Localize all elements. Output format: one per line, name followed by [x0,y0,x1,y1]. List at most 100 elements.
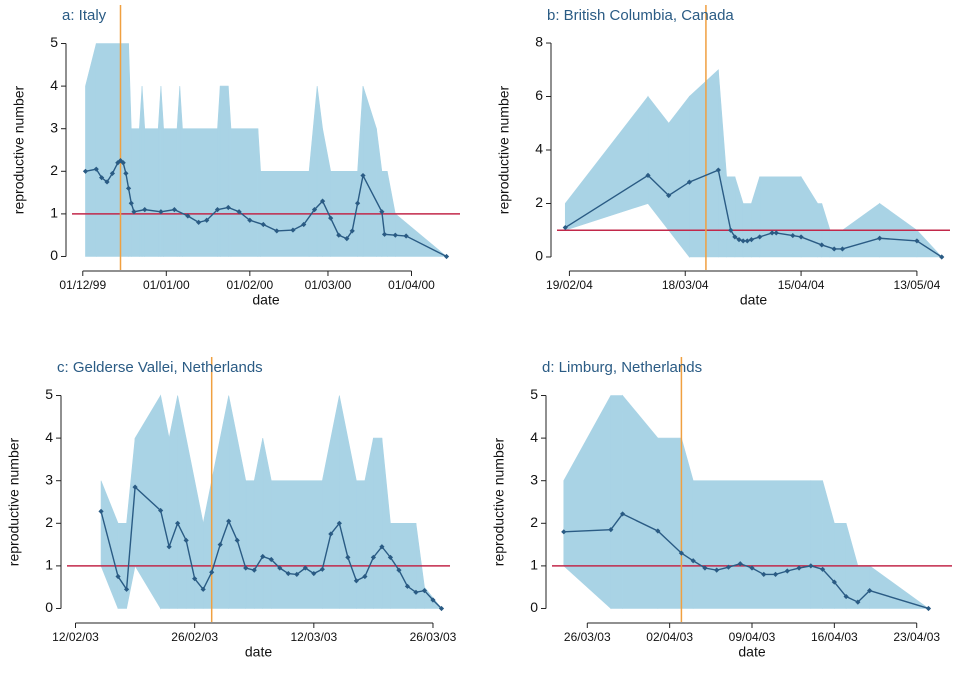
estimate-point [430,597,436,603]
confidence-band [270,480,323,609]
x-tick-label: 01/02/00 [226,278,273,292]
x-tick-label: 26/02/03 [171,630,218,644]
estimate-point [387,554,394,560]
estimate-point [93,166,99,172]
x-tick-label: 01/04/00 [388,278,435,292]
y-tick-label: 0 [50,247,58,263]
estimate-point [82,168,89,174]
panel-title: d: Limburg, Netherlands [542,359,702,376]
estimate-point [311,207,318,213]
estimate-point [769,230,775,236]
estimate-point [831,579,837,585]
estimate-point [117,158,124,164]
confidence-band [800,175,818,258]
y-axis-label: reproductive number [491,437,507,566]
estimate-point [217,541,223,548]
estimate-point [355,200,361,206]
estimate-point [115,573,121,580]
estimate-point [196,219,202,226]
estimate-point [608,527,614,533]
confidence-band [211,395,230,609]
x-tick-label: 19/02/04 [546,278,593,292]
confidence-band [376,128,383,257]
x-tick-label: 01/03/00 [305,278,352,292]
y-axis-label: reproductive number [11,85,27,214]
estimate-point [744,238,750,244]
confidence-band [228,395,247,609]
confidence-band [563,395,612,610]
estimate-point [132,484,138,490]
confidence-band [647,95,669,232]
confidence-band [182,128,218,257]
confidence-band [829,229,843,258]
estimate-point [403,233,409,239]
x-tick-label: 12/03/03 [290,630,337,644]
x-tick-label: 13/05/04 [894,278,941,292]
confidence-band [139,86,143,257]
estimate-point [142,207,148,213]
estimate-point [939,254,945,260]
confidence-band [610,395,623,609]
estimate-line [563,513,929,610]
confidence-band [157,86,162,257]
estimate-point [784,568,790,574]
estimate-point [749,565,755,571]
estimate-point [125,185,132,191]
estimate-line [564,169,943,258]
y-tick-label: 4 [45,429,53,445]
estimate-point [686,179,692,185]
confidence-band [128,43,132,257]
estimate-point [362,573,368,580]
estimate-point [328,215,334,221]
estimate-point [277,565,283,571]
y-tick-label: 4 [530,429,538,445]
confidence-band [916,229,943,258]
x-axis-label: date [252,292,279,308]
y-axis-label: reproductive number [496,85,512,214]
confidence-band [176,86,181,257]
confidence-band [85,43,97,257]
estimate-point [714,567,720,573]
estimate-point [171,207,177,213]
y-tick-label: 4 [535,141,543,157]
estimate-point [260,221,266,228]
estimate-point [243,565,249,571]
x-axis-label: date [740,292,767,308]
estimate-point [728,227,734,233]
x-axis-label: date [245,644,272,660]
estimate-point [120,160,126,166]
x-tick-label: 26/03/03 [564,630,611,644]
estimate-point [396,567,402,573]
y-tick-label: 3 [530,471,538,487]
confidence-band [822,480,835,609]
estimate-point [236,209,242,215]
confidence-band [262,438,272,609]
y-tick-label: 4 [50,77,58,93]
confidence-band [179,86,183,257]
estimate-point [438,605,445,612]
confidence-band [692,480,812,609]
confidence-band [381,438,391,609]
estimate-point [379,209,385,215]
estimate-point [561,529,567,535]
estimate-point [877,235,883,241]
confidence-band [230,128,259,257]
y-tick-label: 1 [50,205,58,221]
confidence-band [168,395,178,609]
estimate-point [311,570,317,577]
confidence-band [751,176,761,258]
estimate-point [260,553,266,560]
confidence-band [160,395,170,609]
confidence-band [657,437,682,609]
confidence-band [141,86,146,257]
panel-title: b: British Columbia, Canada [547,7,734,24]
estimate-point [772,571,779,578]
estimate-point [301,221,307,228]
estimate-line [100,485,442,609]
confidence-band [144,128,159,257]
estimate-point [251,567,257,573]
x-tick-label: 02/04/03 [646,630,693,644]
estimate-point [204,217,210,223]
x-tick-label: 09/04/03 [729,630,776,644]
estimate-point [319,198,326,204]
